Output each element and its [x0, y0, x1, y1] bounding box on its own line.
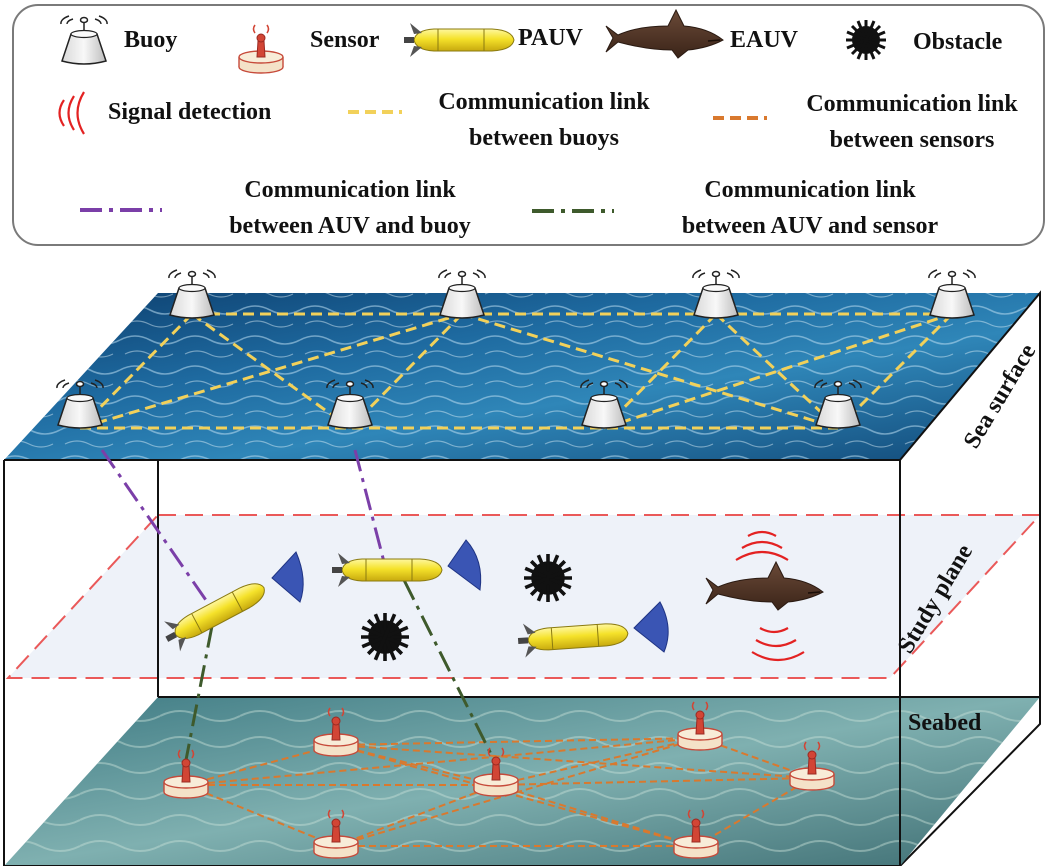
signal-detection-arcs	[735, 530, 805, 662]
sonar-cones	[271, 539, 669, 653]
sensor-links	[185, 737, 813, 847]
legend-sensor-link-label-2: between sensors	[829, 127, 995, 153]
legend-auv-sensor-link-label-1: Communication link	[704, 177, 916, 203]
legend-buoy-link-label-1: Communication link	[438, 89, 650, 115]
legend-obstacle-label: Obstacle	[913, 29, 1003, 55]
legend-signal-label: Signal detection	[108, 99, 272, 125]
legend-auv-buoy-link-label-2: between AUV and buoy	[229, 213, 471, 239]
legend-sensor-label: Sensor	[310, 27, 380, 53]
legend-icons	[58, 9, 888, 213]
legend-buoy-link-label-2: between buoys	[468, 125, 619, 151]
auv-buoy-links	[100, 449, 386, 607]
legend-auv-sensor-link-label-2: between AUV and sensor	[681, 213, 939, 239]
legend-eauv-label: EAUV	[730, 27, 799, 53]
legend-auv-buoy-link-label-1: Communication link	[244, 177, 456, 203]
seabed-label: Seabed	[908, 710, 982, 736]
legend-pauv-label: PAUV	[518, 25, 583, 51]
legend-signal-icon	[58, 91, 85, 135]
obstacle-icon	[359, 611, 411, 663]
study-plane	[5, 514, 1043, 679]
auv-sensor-links	[184, 579, 496, 761]
legend-buoy-label: Buoy	[124, 27, 178, 53]
legend-sensor-link-label-1: Communication link	[806, 91, 1018, 117]
buoy-links	[78, 312, 954, 430]
obstacle-icon	[522, 552, 574, 604]
